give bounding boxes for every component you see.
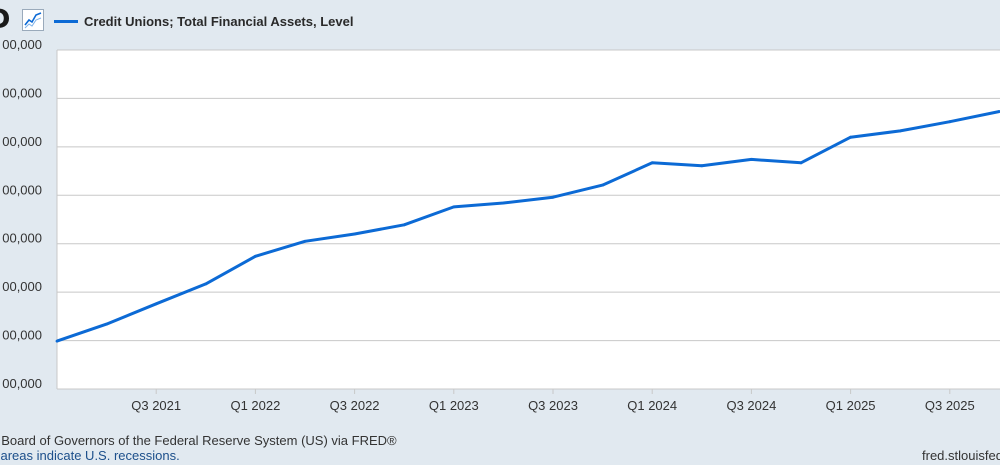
y-tick-label: 00,000 (2, 328, 42, 343)
data-point[interactable] (154, 302, 158, 306)
y-tick-label: 00,000 (2, 376, 42, 391)
data-point[interactable] (700, 164, 704, 168)
x-tick-label: Q3 2022 (330, 398, 380, 413)
y-tick-label: 00,000 (2, 37, 42, 52)
recession-note[interactable]: l areas indicate U.S. recessions. (0, 448, 180, 463)
plot-area (57, 50, 1000, 389)
data-point[interactable] (353, 232, 356, 236)
data-point[interactable] (55, 339, 59, 343)
series-layer (55, 110, 1000, 343)
y-tick-label: 00,000 (2, 231, 42, 246)
data-point[interactable] (601, 183, 604, 187)
x-tick-label: Q3 2023 (528, 398, 578, 413)
data-point[interactable] (204, 282, 208, 286)
data-point[interactable] (898, 129, 902, 133)
data-point[interactable] (849, 135, 852, 139)
data-point[interactable] (750, 158, 753, 161)
fred-url[interactable]: fred.stlouisfed.org (922, 448, 1000, 463)
legend-label: Credit Unions; Total Financial Assets, L… (84, 13, 354, 29)
fred-logo[interactable]: D (0, 6, 10, 34)
legend[interactable]: Credit Unions; Total Financial Assets, L… (54, 12, 353, 30)
chart-line-icon[interactable] (22, 9, 44, 31)
y-tick-label: 00,000 (2, 85, 42, 100)
grid-layer (56, 49, 1000, 390)
data-point[interactable] (452, 205, 456, 209)
x-axis-ticks: Q3 2021 Q1 2022 Q3 2022 Q1 2023 Q3 2023 Q1 20… (131, 389, 975, 413)
y-tick-label: 00,000 (2, 279, 42, 294)
data-point[interactable] (799, 161, 803, 165)
source-note: : Board of Governors of the Federal Rese… (0, 433, 397, 448)
data-point[interactable] (303, 239, 307, 243)
y-tick-label: 00,000 (2, 134, 42, 149)
data-point[interactable] (948, 120, 952, 124)
x-tick-label: Q3 2024 (726, 398, 776, 413)
data-point[interactable] (502, 201, 505, 205)
data-point[interactable] (650, 161, 654, 165)
x-tick-label: Q1 2023 (429, 398, 479, 413)
legend-swatch (54, 19, 78, 23)
y-axis-ticks: 00,000 00,000 00,000 00,000 00,000 00,000 00,0… (2, 37, 42, 391)
data-point[interactable] (551, 195, 555, 199)
chart-header: D Credit Unions; Total Financial Assets,… (0, 0, 1000, 42)
x-tick-label: Q1 2022 (230, 398, 280, 413)
y-tick-label: 00,000 (2, 182, 42, 197)
x-tick-label: Q1 2024 (627, 398, 677, 413)
data-point[interactable] (254, 254, 257, 258)
x-tick-label: Q1 2025 (826, 398, 876, 413)
data-point[interactable] (402, 223, 406, 227)
series-line[interactable] (56, 110, 1000, 343)
data-point[interactable] (105, 322, 108, 326)
x-tick-label: Q3 2021 (131, 398, 181, 413)
x-tick-label: Q3 2025 (925, 398, 975, 413)
